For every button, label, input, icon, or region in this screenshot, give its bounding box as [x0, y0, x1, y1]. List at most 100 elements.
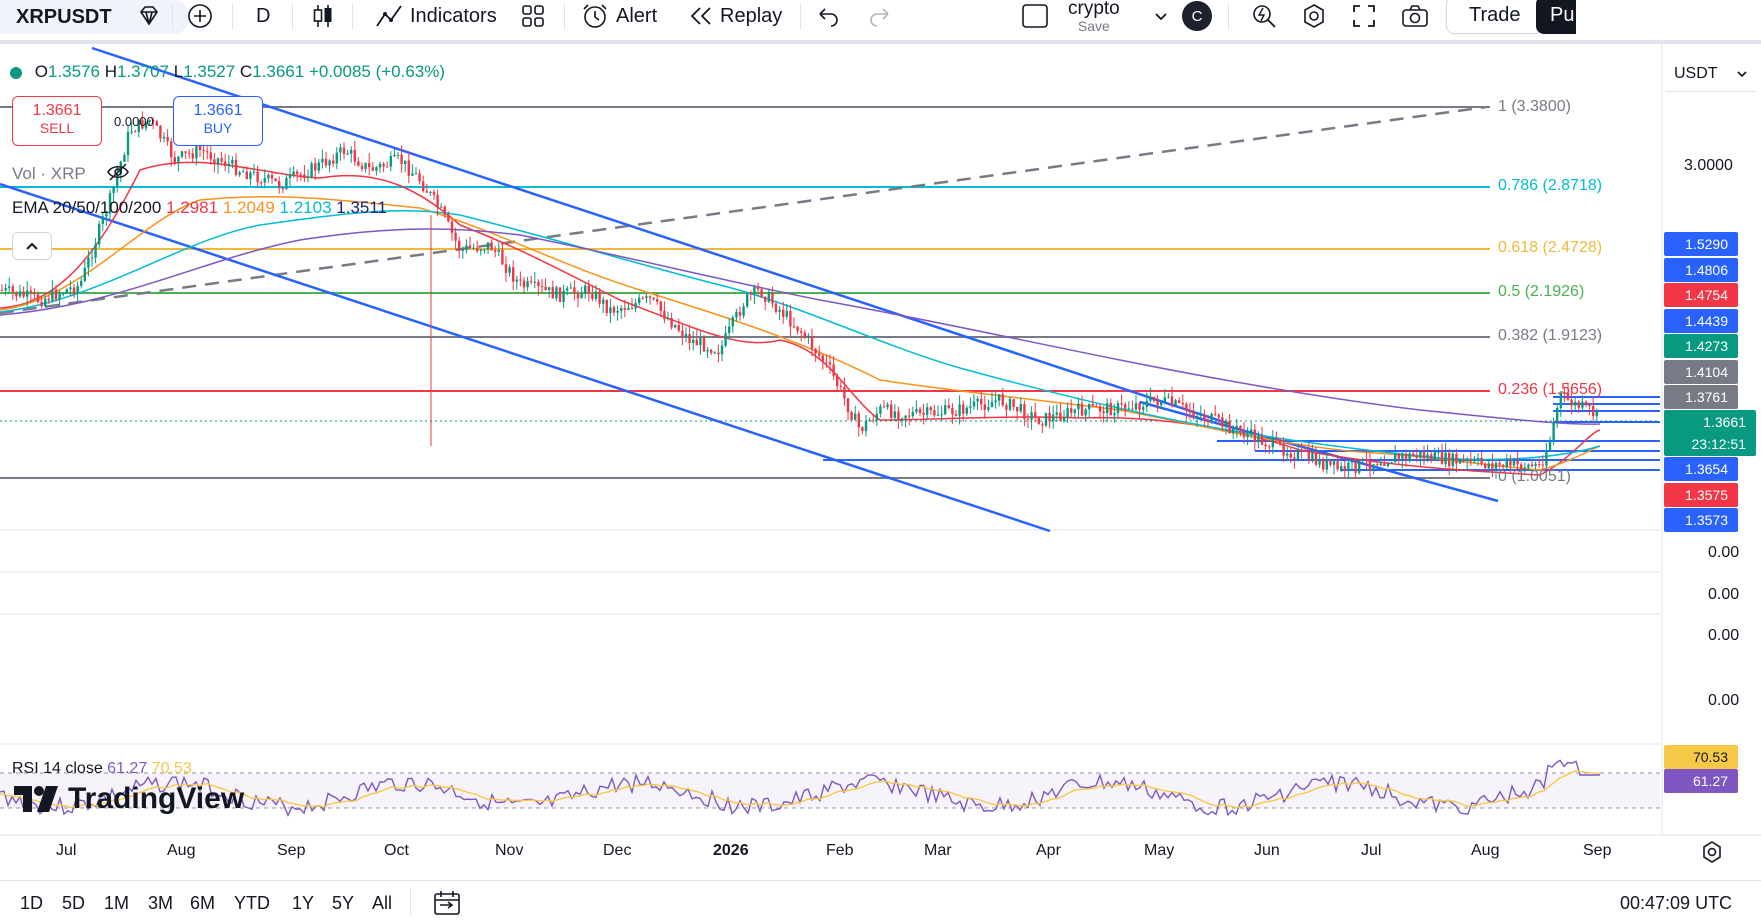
- symbol-name: XRPUSDT: [16, 5, 112, 28]
- avatar-letter: C: [1182, 1, 1212, 31]
- close-label: C: [239, 62, 253, 81]
- sell-label: SELL: [39, 120, 75, 136]
- symbol-search[interactable]: XRPUSDT: [0, 0, 190, 34]
- rsi-legend: RSI 14 close 61.27 70.53: [12, 760, 192, 778]
- ema200-value: 1.3511: [336, 198, 388, 217]
- fib-lines: [0, 106, 1490, 479]
- top-toolbar: XRPUSDT D Indicators Alert Replay crypto: [0, 0, 1761, 40]
- fib-label-0618: 0.618 (2.4728): [1498, 239, 1603, 256]
- month-label: Oct: [384, 842, 409, 859]
- ema100-value: 1.2103: [279, 198, 332, 217]
- month-label: Aug: [1471, 842, 1500, 859]
- tradingview-logo: [14, 786, 58, 812]
- eye-off-icon[interactable]: [106, 162, 130, 187]
- low-label: L: [173, 62, 184, 81]
- quick-search-icon[interactable]: [1250, 0, 1278, 32]
- volume-axis-tick: 0.00: [1708, 627, 1740, 644]
- month-label: May: [1144, 842, 1175, 859]
- fullscreen-icon[interactable]: [1350, 0, 1378, 32]
- volume-axis-tick: 0.00: [1708, 586, 1740, 603]
- undo-icon[interactable]: [816, 0, 842, 32]
- trade-button[interactable]: Trade: [1446, 0, 1544, 34]
- avatar[interactable]: C: [1182, 0, 1212, 32]
- ema50-value: 1.2049: [222, 198, 275, 217]
- settings-icon[interactable]: [1300, 0, 1328, 32]
- last-price-tag: 1.3661 23:12:51: [1664, 410, 1756, 456]
- open-value: 1.3576: [47, 62, 100, 81]
- fib-label-05: 0.5 (2.1926): [1498, 283, 1585, 300]
- support-lines: [823, 396, 1660, 471]
- range-ytd[interactable]: YTD: [234, 893, 270, 913]
- month-label: Jun: [1254, 842, 1280, 859]
- diamond-icon[interactable]: [136, 0, 162, 32]
- replay-button[interactable]: Replay: [688, 0, 782, 32]
- tradingview-watermark: TradingView: [14, 782, 244, 816]
- last-price: 1.3661: [1703, 414, 1746, 430]
- price-tag: 1.4273: [1664, 334, 1738, 358]
- fib-label-0382: 0.382 (1.9123): [1498, 327, 1603, 344]
- fib-label-0: 0 (1.0051): [1498, 468, 1571, 485]
- buy-price: 1.3661: [193, 102, 243, 119]
- range-6m[interactable]: 6M: [190, 893, 216, 913]
- buy-button[interactable]: 1.3661 BUY: [173, 96, 263, 146]
- month-label: 2026: [713, 842, 749, 859]
- low-value: 1.3527: [183, 62, 236, 81]
- fib-label-1: 1 (3.3800): [1498, 98, 1571, 115]
- range-1d[interactable]: 1D: [20, 893, 44, 913]
- calendar-range-icon[interactable]: [432, 889, 462, 922]
- fib-label-0786: 0.786 (2.8718): [1498, 177, 1603, 194]
- indicators-icon: [376, 5, 402, 27]
- month-label: Nov: [495, 842, 524, 859]
- currency-selector[interactable]: USDT: [1666, 56, 1756, 92]
- currency-label: USDT: [1674, 64, 1718, 82]
- layout-save-label: Save: [1077, 18, 1110, 34]
- camera-icon[interactable]: [1400, 0, 1430, 32]
- chevron-down-icon[interactable]: [1152, 0, 1170, 32]
- rsi-value: 61.27: [107, 760, 148, 777]
- candles-icon[interactable]: [310, 0, 336, 32]
- ema-label: EMA 20/50/100/200: [12, 198, 162, 217]
- layout-save-button[interactable]: crypto Save: [1068, 0, 1120, 34]
- ema20-value: 1.2981: [166, 198, 219, 217]
- range-5y[interactable]: 5Y: [332, 893, 355, 913]
- alert-button[interactable]: Alert: [580, 0, 657, 32]
- templates-icon[interactable]: [520, 0, 546, 32]
- toolbar-divider: [0, 40, 1761, 44]
- ohlc-legend: O1.3576 H1.3707 L1.3527 C1.3661 +0.0085 …: [10, 62, 445, 82]
- volume-label: Vol · XRP: [12, 163, 86, 183]
- range-1y[interactable]: 1Y: [292, 893, 315, 913]
- ema-legend: EMA 20/50/100/200 1.2981 1.2049 1.2103 1…: [12, 198, 387, 218]
- collapse-legend-button[interactable]: [12, 232, 52, 260]
- month-label: Aug: [167, 842, 196, 859]
- alert-icon: [583, 4, 607, 28]
- sell-button[interactable]: 1.3661 SELL: [12, 96, 102, 146]
- range-1m[interactable]: 1M: [104, 893, 130, 913]
- redo-icon[interactable]: [866, 0, 892, 32]
- month-label: Jul: [1361, 842, 1382, 859]
- chevron-down-icon: [1737, 70, 1747, 77]
- range-3m[interactable]: 3M: [148, 893, 174, 913]
- bar-countdown: 23:12:51: [1691, 436, 1747, 452]
- indicators-button[interactable]: Indicators: [374, 0, 497, 32]
- watermark-text: TradingView: [68, 782, 245, 815]
- range-all[interactable]: All: [372, 893, 393, 913]
- publish-button[interactable]: Pu: [1536, 0, 1576, 34]
- price-tag: 1.4104: [1664, 360, 1738, 384]
- month-label: Jul: [56, 842, 77, 859]
- range-5d[interactable]: 5D: [62, 893, 86, 913]
- compare-plus-icon[interactable]: [186, 0, 214, 32]
- open-label: O: [34, 62, 48, 81]
- price-tag: 1.4806: [1664, 258, 1738, 282]
- price-chart[interactable]: [0, 44, 1761, 924]
- interval-button[interactable]: D: [256, 0, 270, 32]
- replay-label: Replay: [720, 4, 783, 27]
- rsi-ma-tag: 70.53: [1664, 745, 1738, 769]
- candlestick-series: [0, 111, 1598, 480]
- layout-icon[interactable]: [1020, 0, 1050, 32]
- interval-label: D: [256, 4, 271, 27]
- utc-clock[interactable]: 00:47:09 UTC: [1620, 893, 1733, 913]
- alert-label: Alert: [616, 4, 658, 27]
- layout-name: crypto: [1068, 0, 1120, 19]
- price-tag: 1.3654: [1664, 457, 1738, 481]
- settings-gear-icon[interactable]: [1700, 840, 1724, 869]
